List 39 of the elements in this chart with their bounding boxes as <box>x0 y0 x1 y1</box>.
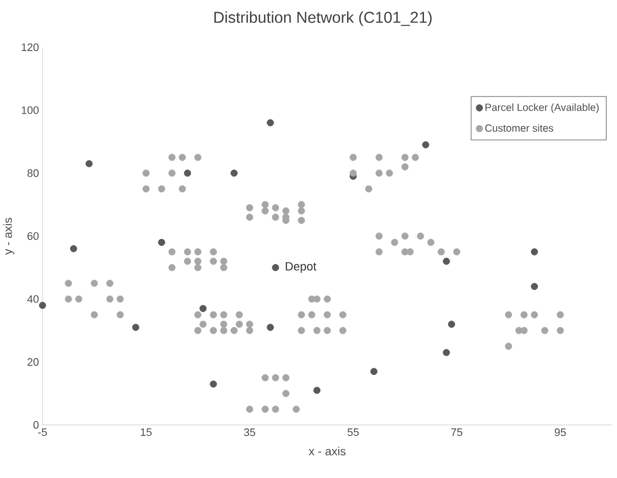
point <box>158 238 166 246</box>
x-tick-label: 15 <box>140 428 152 436</box>
annotation: Depot <box>286 262 316 273</box>
x-axis-title: x - axis <box>308 446 346 456</box>
point <box>210 380 217 388</box>
y-tick-label: 0 <box>33 421 39 429</box>
y-tick-label: 20 <box>28 358 39 366</box>
point <box>313 386 320 394</box>
x-tick-label: 55 <box>348 428 359 436</box>
point <box>184 170 192 177</box>
point <box>442 348 450 356</box>
y-tick-label: 80 <box>27 169 39 177</box>
point <box>448 320 456 328</box>
point <box>266 324 274 331</box>
y-tick-label: 40 <box>27 295 39 303</box>
chart-title: Distribution Network (C101_21) <box>214 11 432 26</box>
point <box>38 302 46 309</box>
x-tick-label: -5 <box>38 428 47 436</box>
y-tick-label: 120 <box>22 43 39 52</box>
point <box>530 248 538 256</box>
y-tick-label: 60 <box>28 232 39 240</box>
point <box>132 324 140 331</box>
point <box>199 304 207 312</box>
legend-label: Parcel Locker (Available) <box>486 103 599 113</box>
y-tick-label: 100 <box>22 106 39 114</box>
point <box>370 368 378 375</box>
x-tick-label: 35 <box>244 428 256 436</box>
point <box>422 141 430 148</box>
y-axis-title: y - axis <box>3 218 14 255</box>
legend-label: Customer sites <box>485 124 554 132</box>
point <box>442 258 450 265</box>
x-tick-label: 95 <box>554 428 566 436</box>
point <box>230 170 238 177</box>
point <box>272 264 280 272</box>
point <box>530 282 538 290</box>
point <box>86 160 93 168</box>
x-tick-label: 75 <box>451 428 462 436</box>
point <box>70 245 78 252</box>
point <box>266 119 274 126</box>
